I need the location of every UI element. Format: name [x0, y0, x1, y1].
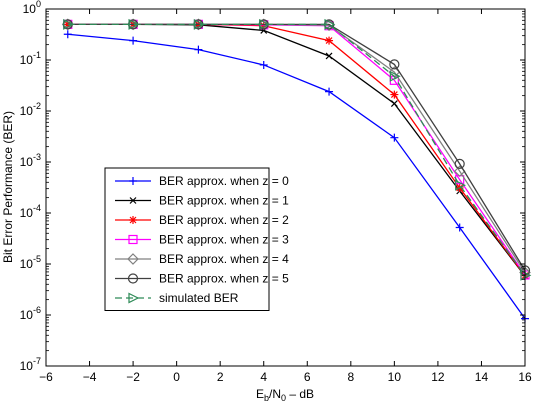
series-layer	[61, 18, 532, 323]
x-tick-label: 16	[518, 370, 532, 384]
legend-label: BER approx. when z = 4	[159, 252, 289, 266]
x-tick-label: −2	[126, 370, 140, 384]
x-axis-label-tail: – dB	[286, 387, 314, 401]
triangle-right-marker	[128, 292, 140, 304]
y-tick-label-base: 10	[20, 155, 34, 169]
y-tick-label-exponent: -2	[33, 101, 41, 111]
x-tick-label: 8	[347, 370, 354, 384]
y-tick-label: 10-1	[20, 50, 41, 67]
square-marker	[128, 234, 138, 245]
legend-label: BER approx. when z = 3	[159, 233, 289, 247]
x-axis-label-base: E	[256, 387, 264, 401]
triangle-right-marker	[193, 18, 205, 30]
y-tick-label-base: 10	[20, 104, 34, 118]
x-axis-label-mid: /N	[269, 387, 281, 401]
plus-marker	[194, 45, 203, 54]
y-tick-label-base: 10	[23, 2, 37, 16]
y-tick-label-exponent: -3	[33, 152, 41, 162]
triangle-right-marker	[259, 18, 271, 30]
circle-marker	[127, 273, 139, 284]
x-tick-label: 10	[388, 370, 402, 384]
x-axis-label-sub2: 0	[281, 393, 286, 403]
x-tick-label: 6	[304, 370, 311, 384]
x-marker	[325, 52, 333, 60]
star-marker	[325, 36, 334, 45]
plus-marker	[129, 177, 137, 185]
x-tick-label: 0	[173, 370, 180, 384]
y-tick-label: 10-5	[20, 254, 41, 271]
plus-marker	[63, 30, 72, 39]
triangle-right-marker	[128, 18, 140, 30]
plot-frame	[45, 8, 526, 367]
triangle-right-marker	[63, 18, 75, 30]
legend-label: BER approx. when z = 2	[159, 213, 289, 227]
circle-marker	[454, 158, 465, 169]
x-tick-label: −4	[83, 370, 97, 384]
y-tick-label-base: 10	[20, 206, 34, 220]
y-tick-label: 10-6	[20, 305, 41, 322]
series-ber-approx-when-z-0	[63, 30, 529, 323]
x-marker	[129, 197, 137, 204]
star-marker	[390, 90, 399, 99]
diamond-marker	[127, 253, 139, 265]
y-tick-label: 100	[23, 0, 41, 16]
legend-label: simulated BER	[159, 291, 239, 305]
x-axis-label-sub1: b	[264, 393, 269, 403]
y-tick-label-exponent: -7	[33, 356, 41, 366]
x-tick-label: 14	[475, 370, 489, 384]
y-tick-label-base: 10	[20, 257, 34, 271]
y-tick-label-exponent: -5	[33, 254, 41, 264]
y-tick-label: 10-7	[20, 356, 41, 373]
axes-layer: −6 −4 −2 0 2 4 6 8 10 12 14 1610010-110-210-310-410…	[20, 0, 532, 384]
y-tick-label: 10-3	[20, 152, 41, 169]
legend-label: BER approx. when z = 5	[159, 272, 289, 286]
series-line	[67, 33, 526, 319]
y-tick-label-base: 10	[20, 359, 34, 373]
star-marker	[129, 216, 137, 224]
y-tick-label: 10-2	[20, 101, 41, 118]
x-tick-label: −6	[39, 370, 53, 384]
plus-marker	[455, 223, 464, 232]
star-marker	[259, 21, 268, 30]
legend-label: BER approx. when z = 0	[159, 174, 289, 188]
triangle-right-marker	[389, 70, 401, 82]
y-tick-label-exponent: -4	[33, 203, 41, 213]
triangle-right-marker	[455, 179, 467, 191]
circle-marker	[389, 59, 400, 70]
x-tick-label: 12	[431, 370, 445, 384]
x-tick-label: 2	[217, 370, 224, 384]
plus-marker	[325, 87, 334, 96]
y-axis-label: Bit Error Performance (BER)	[1, 111, 15, 263]
triangle-right-marker	[324, 18, 336, 30]
series-line	[67, 23, 526, 271]
legend-label: BER approx. when z = 1	[159, 194, 289, 208]
plus-marker	[259, 60, 268, 69]
y-tick-label: 10-4	[20, 203, 41, 220]
legend: BER approx. when z = 0 BER approx. when z…	[104, 167, 289, 311]
y-tick-label-exponent: 0	[36, 0, 41, 9]
y-tick-label-exponent: -6	[33, 305, 41, 315]
x-axis-label: Eb/N0 – dB	[256, 387, 314, 403]
y-tick-label-base: 10	[20, 308, 34, 322]
plus-marker	[129, 36, 138, 45]
x-marker	[390, 100, 398, 107]
plus-marker	[390, 133, 399, 142]
y-tick-label-base: 10	[20, 53, 34, 67]
y-tick-label-exponent: -1	[33, 50, 41, 60]
x-tick-label: 4	[260, 370, 267, 384]
